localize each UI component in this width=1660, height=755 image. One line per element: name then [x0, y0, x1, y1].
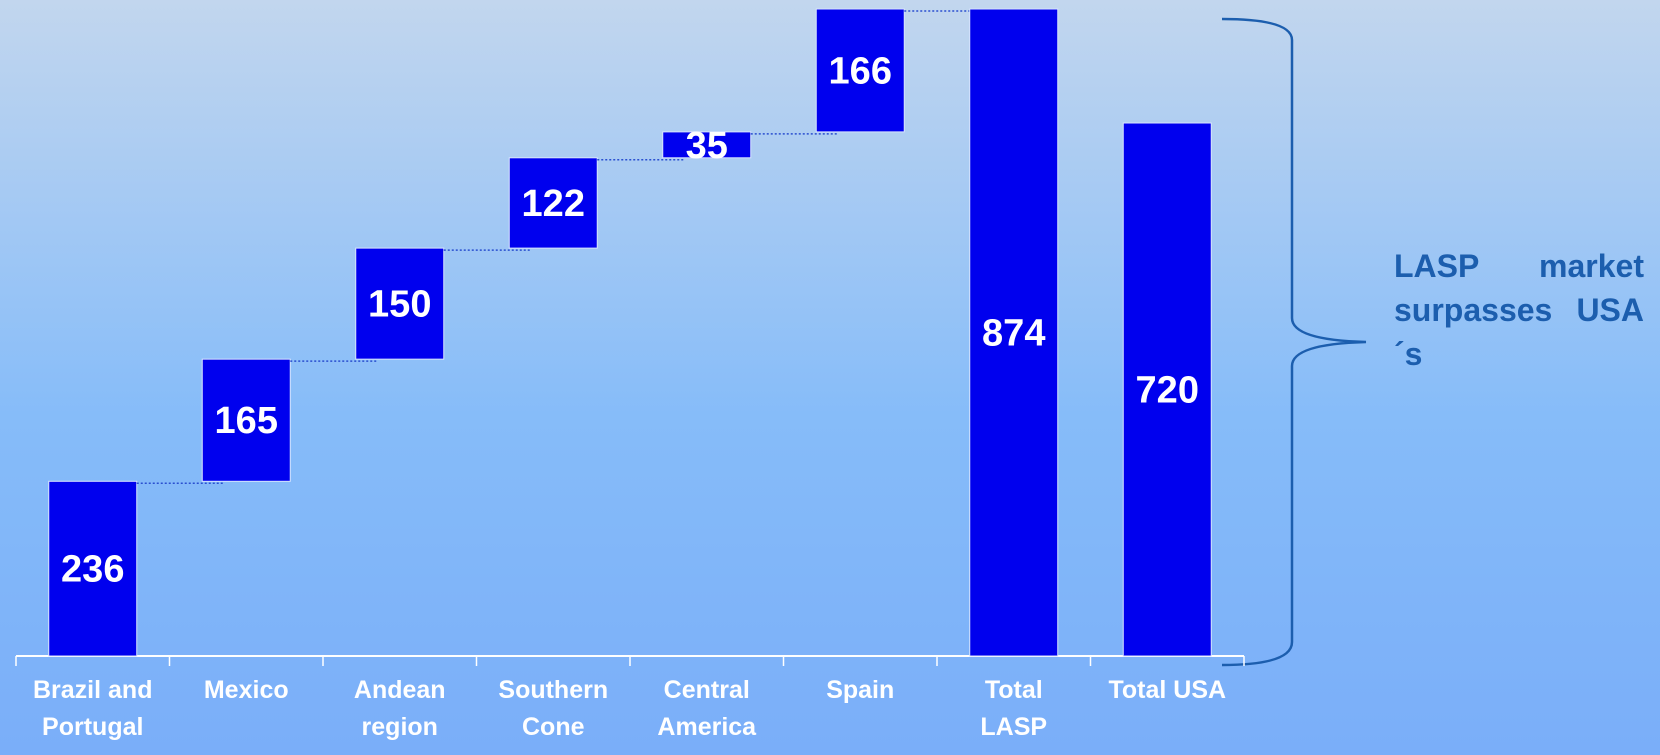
- annotation: LASP market surpasses USA´s: [1394, 248, 1644, 372]
- data-label: 150: [368, 284, 431, 326]
- bar: [662, 131, 752, 159]
- data-label: 166: [829, 50, 892, 92]
- x-tick-label: Mexico: [203, 676, 289, 704]
- x-tick-label: Total LASP: [980, 676, 1048, 741]
- bar: [508, 157, 598, 249]
- bar: [355, 247, 445, 360]
- bar: [1122, 122, 1212, 657]
- bar: [815, 8, 905, 133]
- x-tick-label: Spain: [826, 676, 895, 704]
- data-label: 874: [982, 313, 1045, 355]
- bar: [201, 358, 291, 482]
- data-label: 122: [522, 183, 585, 225]
- data-label: 165: [215, 400, 278, 442]
- x-tick-label: Southern Cone: [498, 676, 609, 741]
- x-tick-label: Central America: [657, 676, 757, 741]
- brace: [1221, 17, 1367, 667]
- x-tick-label: Brazil and Portugal: [33, 676, 153, 741]
- bar: [969, 8, 1059, 657]
- x-tick-label: Total USA: [1108, 676, 1227, 704]
- data-label: 236: [61, 549, 124, 591]
- x-tick-label: Andean region: [353, 676, 446, 741]
- data-label: 35: [686, 125, 728, 167]
- data-label: 720: [1136, 370, 1199, 412]
- bar: [48, 480, 138, 657]
